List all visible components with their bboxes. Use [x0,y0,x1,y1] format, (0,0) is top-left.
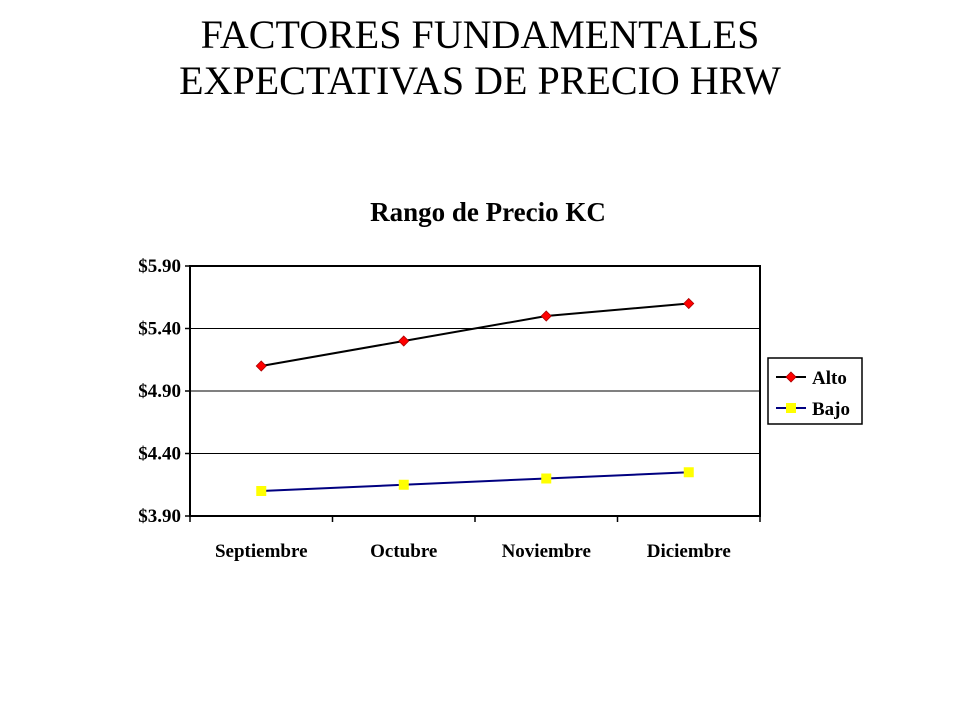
slide-title: FACTORES FUNDAMENTALES EXPECTATIVAS DE P… [0,12,960,104]
chart-title: Rango de Precio KC [370,197,606,227]
y-tick-label: $5.40 [138,319,181,340]
x-tick-label: Noviembre [502,541,591,562]
slide-title-line-2: EXPECTATIVAS DE PRECIO HRW [179,58,781,103]
data-point-bajo [683,467,694,478]
data-point-bajo [256,486,267,496]
legend: Alto Bajo [767,357,863,425]
legend-box [767,357,863,425]
legend-marker-bajo [786,403,796,413]
x-tick-label: Septiembre [215,541,308,562]
data-point-alto [398,335,410,347]
legend-marker-alto [785,371,797,383]
series-line-alto [261,302,689,367]
data-point-bajo [541,473,552,484]
y-tick-label: $4.40 [138,444,181,465]
y-tick-label: $5.90 [138,256,181,277]
data-point-alto [683,297,695,310]
data-point-alto [540,310,552,322]
plot-area: $3.90 $4.40 $4.90 $5.40 $5.90 Septiembre Octub… [138,256,761,562]
y-tick-label: $3.90 [138,506,181,527]
legend-label-bajo: Bajo [812,399,850,420]
x-tick-label: Diciembre [647,541,731,562]
slide-title-line-1: FACTORES FUNDAMENTALES [200,12,760,57]
series-line-bajo [261,471,689,492]
data-point-alto [255,360,267,372]
y-tick-label: $4.90 [138,381,181,402]
legend-label-alto: Alto [812,368,847,389]
data-point-bajo [398,479,409,490]
x-tick-label: Octubre [370,541,437,562]
